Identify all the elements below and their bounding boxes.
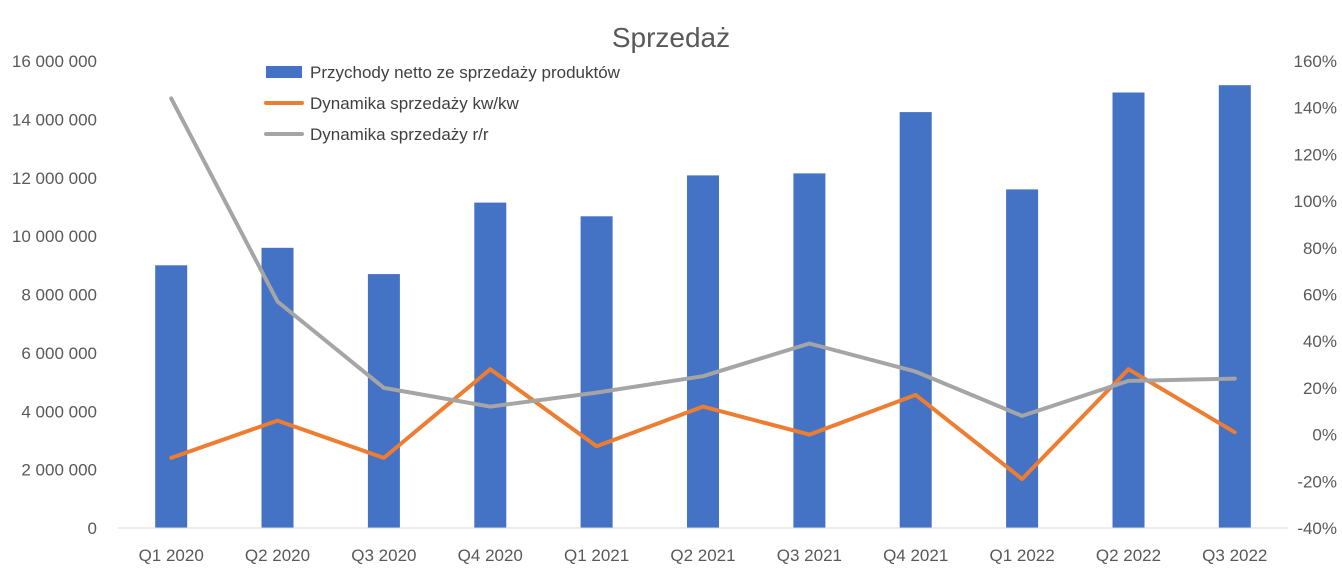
left-tick-label: 0 bbox=[88, 519, 97, 538]
legend-swatch bbox=[266, 66, 302, 78]
bar-q3-2022 bbox=[1218, 85, 1251, 528]
right-tick-label: -20% bbox=[1297, 472, 1337, 491]
legend-label: Przychody netto ze sprzedaży produktów bbox=[310, 63, 621, 82]
x-tick-label: Q4 2020 bbox=[458, 546, 523, 565]
left-tick-label: 14 000 000 bbox=[12, 110, 97, 129]
x-tick-label: Q4 2021 bbox=[883, 546, 948, 565]
line-series bbox=[169, 96, 1237, 481]
right-tick-label: 160% bbox=[1294, 52, 1337, 71]
right-tick-label: 20% bbox=[1303, 379, 1337, 398]
left-tick-label: 2 000 000 bbox=[21, 461, 97, 480]
x-tick-label: Q2 2020 bbox=[245, 546, 310, 565]
bar-q2-2020 bbox=[261, 247, 294, 529]
right-tick-label: 40% bbox=[1303, 332, 1337, 351]
right-tick-label: 120% bbox=[1294, 145, 1337, 164]
x-tick-label: Q3 2022 bbox=[1202, 546, 1267, 565]
x-tick-label: Q3 2021 bbox=[777, 546, 842, 565]
x-axis: Q1 2020 Q2 2020 Q3 2020 Q4 2020 Q1 2021 Q2 20… bbox=[139, 546, 1268, 565]
x-tick-label: Q1 2021 bbox=[564, 546, 629, 565]
legend: Przychody netto ze sprzedaży produktów Dy… bbox=[264, 63, 621, 144]
bar-q4-2020 bbox=[474, 202, 507, 528]
right-tick-label: 60% bbox=[1303, 286, 1337, 305]
bar-q1-2020 bbox=[155, 265, 188, 528]
x-tick-label: Q1 2022 bbox=[989, 546, 1054, 565]
right-tick-label: 140% bbox=[1294, 99, 1337, 118]
right-tick-label: 100% bbox=[1294, 192, 1337, 211]
line-series-1 bbox=[169, 367, 1237, 481]
bar-series bbox=[155, 85, 1251, 529]
x-tick-label: Q1 2020 bbox=[139, 546, 204, 565]
left-tick-label: 10 000 000 bbox=[12, 227, 97, 246]
legend-label: Dynamika sprzedaży r/r bbox=[310, 125, 489, 144]
bar-q4-2021 bbox=[899, 112, 932, 528]
right-tick-label: 0% bbox=[1312, 426, 1337, 445]
right-tick-label: -40% bbox=[1297, 519, 1337, 538]
bar-q2-2021 bbox=[687, 175, 719, 528]
x-tick-label: Q2 2021 bbox=[670, 546, 735, 565]
left-tick-label: 12 000 000 bbox=[12, 169, 97, 188]
left-tick-label: 16 000 000 bbox=[12, 52, 97, 71]
bar-q2-2022 bbox=[1112, 92, 1145, 528]
line-series-2 bbox=[169, 96, 1237, 418]
legend-label: Dynamika sprzedaży kw/kw bbox=[310, 94, 520, 113]
bar-q1-2021 bbox=[580, 216, 613, 529]
right-axis: -40% -20% 0% 20% 40% 60% 80% 100% 120% 140% 160% bbox=[1294, 52, 1337, 538]
x-tick-label: Q2 2022 bbox=[1096, 546, 1161, 565]
right-tick-label: 80% bbox=[1303, 239, 1337, 258]
chart-title: Sprzedaż bbox=[612, 22, 730, 53]
left-tick-label: 6 000 000 bbox=[21, 344, 97, 363]
left-axis: 0 2 000 000 4 000 000 6 000 000 8 000 000 10 … bbox=[12, 52, 97, 538]
bar-q3-2021 bbox=[793, 173, 826, 528]
bar-q3-2020 bbox=[367, 274, 400, 528]
left-tick-label: 4 000 000 bbox=[21, 402, 97, 421]
left-tick-label: 8 000 000 bbox=[21, 286, 97, 305]
x-tick-label: Q3 2020 bbox=[351, 546, 416, 565]
